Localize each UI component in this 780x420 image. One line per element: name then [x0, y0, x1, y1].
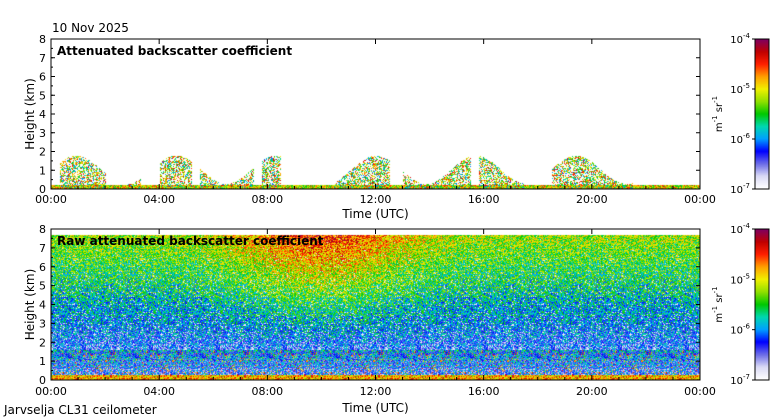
colorbar [755, 39, 769, 189]
colorbar-frame [754, 38, 770, 190]
x-axis-label: Time (UTC) [341, 401, 408, 415]
colorbar-unit-label: m-1 sr-1 [711, 286, 725, 322]
date-label: 10 Nov 2025 [52, 21, 129, 35]
y-tick-label: 4 [39, 299, 46, 312]
x-tick-label: 08:00 [251, 385, 283, 398]
y-tick-label: 5 [39, 89, 46, 102]
y-tick-label: 3 [39, 317, 46, 330]
y-tick-label: 7 [39, 242, 46, 255]
colorbar [755, 229, 769, 380]
colorbar-tick-label: 10-7 [730, 373, 750, 387]
x-tick-label: 20:00 [576, 385, 608, 398]
panel-attenuated-backscatter: Attenuated backscatter coefficient 0 1 2 3 4 5… [23, 32, 770, 221]
colorbar-tick-label: 10-5 [730, 272, 750, 286]
x-tick-label: 12:00 [360, 385, 392, 398]
y-tick-label: 8 [39, 33, 46, 46]
colorbar-tick-label: 10-4 [730, 32, 750, 46]
panel-title: Raw attenuated backscatter coefficient [57, 234, 324, 248]
x-tick-label: 00:00 [684, 385, 716, 398]
x-tick-label: 16:00 [468, 193, 500, 206]
x-tick-label: 00:00 [35, 385, 67, 398]
x-tick-label: 00:00 [35, 193, 67, 206]
x-tick-label: 04:00 [143, 193, 175, 206]
x-tick-label: 16:00 [468, 385, 500, 398]
station-label: Jarvselja CL31 ceilometer [3, 403, 157, 417]
y-tick-label: 8 [39, 223, 46, 236]
y-tick-label: 3 [39, 127, 46, 140]
x-tick-label: 12:00 [360, 193, 392, 206]
y-axis-label: Height (km) [23, 78, 37, 149]
colorbar-tick-label: 10-6 [730, 132, 750, 146]
colorbar-unit-label: m-1 sr-1 [711, 96, 725, 132]
y-tick-label: 0 [39, 374, 46, 387]
y-tick-label: 6 [39, 261, 46, 274]
y-tick-label: 6 [39, 71, 46, 84]
y-tick-label: 2 [39, 146, 46, 159]
heatmap-image [51, 229, 700, 380]
y-tick-label: 7 [39, 52, 46, 65]
x-tick-label: 08:00 [251, 193, 283, 206]
y-tick-label: 1 [39, 355, 46, 368]
y-axis-label: Height (km) [23, 269, 37, 340]
colorbar-tick-label: 10-4 [730, 222, 750, 236]
colorbar-tick-label: 10-6 [730, 323, 750, 337]
y-tick-label: 1 [39, 164, 46, 177]
heatmap-image [51, 39, 700, 189]
colorbar-frame [754, 228, 770, 381]
y-tick-label: 0 [39, 183, 46, 196]
colorbar-tick-label: 10-7 [730, 182, 750, 196]
y-tick-label: 2 [39, 336, 46, 349]
panel-raw-backscatter: Raw attenuated backscatter coefficient 0 1… [23, 222, 770, 415]
x-tick-label: 00:00 [684, 193, 716, 206]
y-tick-label: 5 [39, 280, 46, 293]
panel-title: Attenuated backscatter coefficient [57, 44, 292, 58]
x-axis-label: Time (UTC) [341, 207, 408, 221]
x-tick-label: 20:00 [576, 193, 608, 206]
colorbar-tick-label: 10-5 [730, 82, 750, 96]
x-tick-label: 04:00 [143, 385, 175, 398]
y-tick-label: 4 [39, 108, 46, 121]
